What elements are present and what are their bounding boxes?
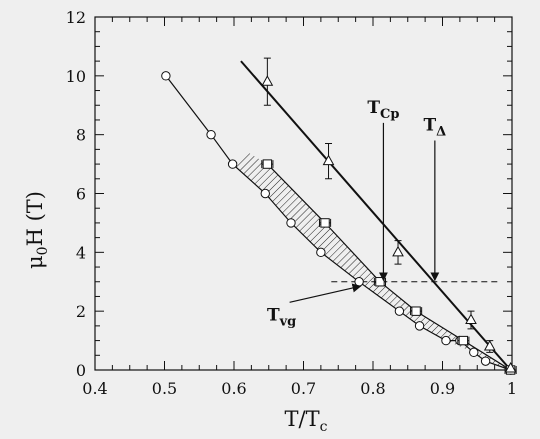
y-axis-label: μ0H (T) bbox=[23, 191, 51, 269]
annotation-label: TCp bbox=[367, 98, 399, 122]
hatched-region-layer bbox=[232, 152, 511, 370]
triangle-point bbox=[392, 245, 404, 257]
y-tick-label: 8 bbox=[76, 126, 86, 145]
y-tick-label: 12 bbox=[66, 8, 86, 27]
series-square-line bbox=[266, 163, 511, 371]
annotation-arrow bbox=[289, 283, 362, 303]
circle-point bbox=[161, 71, 171, 81]
annotations-layer: TCp TΔ Tvg bbox=[267, 98, 446, 329]
square-point bbox=[411, 306, 421, 316]
circle-point bbox=[227, 159, 238, 169]
series-circle-line bbox=[165, 75, 511, 371]
hatched-region bbox=[232, 152, 511, 370]
circle-point bbox=[286, 218, 296, 228]
y-tick-label: 6 bbox=[76, 185, 86, 204]
y-tick-label: 2 bbox=[76, 302, 86, 321]
annotation-label: TΔ bbox=[423, 116, 446, 140]
x-tick-label: 0.7 bbox=[291, 379, 316, 398]
x-tick-label: 0.6 bbox=[221, 379, 246, 398]
circle-point bbox=[260, 188, 270, 199]
circle-point bbox=[414, 321, 425, 331]
square-point bbox=[262, 159, 273, 169]
x-tick-label: 0.8 bbox=[360, 379, 385, 398]
points-layer bbox=[161, 57, 517, 375]
circle-point bbox=[316, 247, 326, 258]
fit-line bbox=[240, 60, 512, 371]
x-tick-label: 0.5 bbox=[152, 379, 177, 398]
y-tick-label: 4 bbox=[76, 243, 86, 262]
circle-point bbox=[480, 356, 491, 366]
x-tick-label: 0.4 bbox=[82, 379, 107, 398]
square-point bbox=[458, 335, 469, 346]
y-tick-label: 10 bbox=[66, 67, 86, 86]
circle-point bbox=[441, 335, 451, 346]
x-tick-label: 0.9 bbox=[430, 379, 455, 398]
square-point bbox=[320, 218, 330, 228]
lines-layer bbox=[165, 60, 512, 371]
triangle-point bbox=[483, 339, 496, 351]
triangle-point bbox=[504, 361, 517, 373]
y-tick-label: 0 bbox=[76, 361, 86, 380]
x-tick-label: 1 bbox=[507, 379, 517, 398]
x-axis-label: T/Tc bbox=[285, 407, 328, 435]
circle-point bbox=[469, 347, 479, 358]
triangle-point bbox=[261, 75, 274, 86]
triangle-point bbox=[322, 154, 335, 166]
plot-frame bbox=[94, 16, 513, 371]
annotation-label: Tvg bbox=[267, 305, 296, 329]
circle-point bbox=[394, 306, 405, 316]
circle-point bbox=[206, 129, 216, 140]
circle-point bbox=[354, 277, 364, 287]
triangle-point bbox=[465, 313, 477, 324]
